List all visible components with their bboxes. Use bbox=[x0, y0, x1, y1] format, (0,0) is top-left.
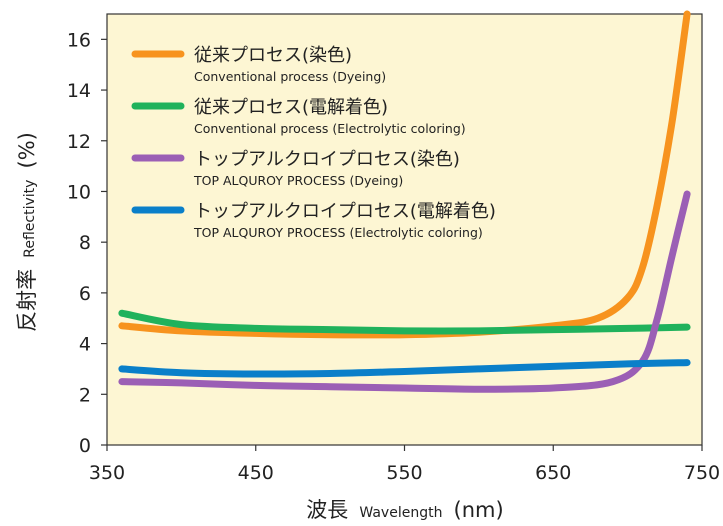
legend-sublabel-4: TOP ALQUROY PROCESS (Electrolytic colori… bbox=[193, 225, 483, 240]
x-axis-label-jp: 波長 bbox=[306, 498, 348, 522]
legend-label-2: 従来プロセス(電解着色) bbox=[194, 97, 388, 118]
y-axis-label-en: Reflectivity bbox=[22, 180, 38, 258]
x-axis-label: 波長 Wavelength (nm) bbox=[306, 498, 503, 522]
x-axis-label-en: Wavelength bbox=[359, 505, 442, 521]
series-line-2 bbox=[118, 309, 691, 335]
x-axis-label-unit: (nm) bbox=[454, 498, 504, 522]
legend-sublabel-2: Conventional process (Electrolytic color… bbox=[194, 121, 466, 136]
legend-label-1: 従来プロセス(染色) bbox=[194, 45, 352, 66]
x-tick-label: 750 bbox=[684, 462, 720, 484]
series-line-1 bbox=[118, 10, 691, 339]
y-axis-label: 反射率 Reflectivity (%) bbox=[15, 132, 39, 332]
y-axis-label-unit: (%) bbox=[15, 132, 39, 168]
axes: 350 450 550 650 750 0 2 4 6 8 10 12 14 16 bbox=[67, 29, 720, 484]
x-tick-label: 350 bbox=[89, 462, 125, 484]
legend-sublabel-3: TOP ALQUROY PROCESS (Dyeing) bbox=[193, 173, 403, 188]
y-tick-label: 0 bbox=[79, 435, 91, 457]
y-tick-label: 16 bbox=[67, 29, 91, 51]
y-tick-label: 4 bbox=[79, 334, 91, 356]
legend-label-3: トップアルクロイプロセス(染色) bbox=[194, 149, 460, 170]
legend-label-4: トップアルクロイプロセス(電解着色) bbox=[194, 201, 496, 222]
x-tick-label: 650 bbox=[535, 462, 571, 484]
x-tick-label: 450 bbox=[238, 462, 274, 484]
series-line-3 bbox=[118, 190, 691, 393]
y-tick-label: 10 bbox=[67, 181, 91, 203]
y-tick-label: 2 bbox=[79, 384, 91, 406]
y-tick-label: 14 bbox=[67, 80, 91, 102]
series-lines bbox=[118, 10, 691, 393]
y-tick-label: 8 bbox=[79, 232, 91, 254]
y-axis-label-jp: 反射率 bbox=[15, 269, 39, 332]
series-line-4 bbox=[118, 359, 691, 378]
y-tick-label: 6 bbox=[79, 283, 91, 305]
legend: 従来プロセス(染色) Conventional process (Dyeing) 従… bbox=[131, 45, 496, 240]
legend-sublabel-1: Conventional process (Dyeing) bbox=[194, 69, 386, 84]
y-tick-label: 12 bbox=[67, 131, 91, 153]
x-tick-label: 550 bbox=[386, 462, 422, 484]
